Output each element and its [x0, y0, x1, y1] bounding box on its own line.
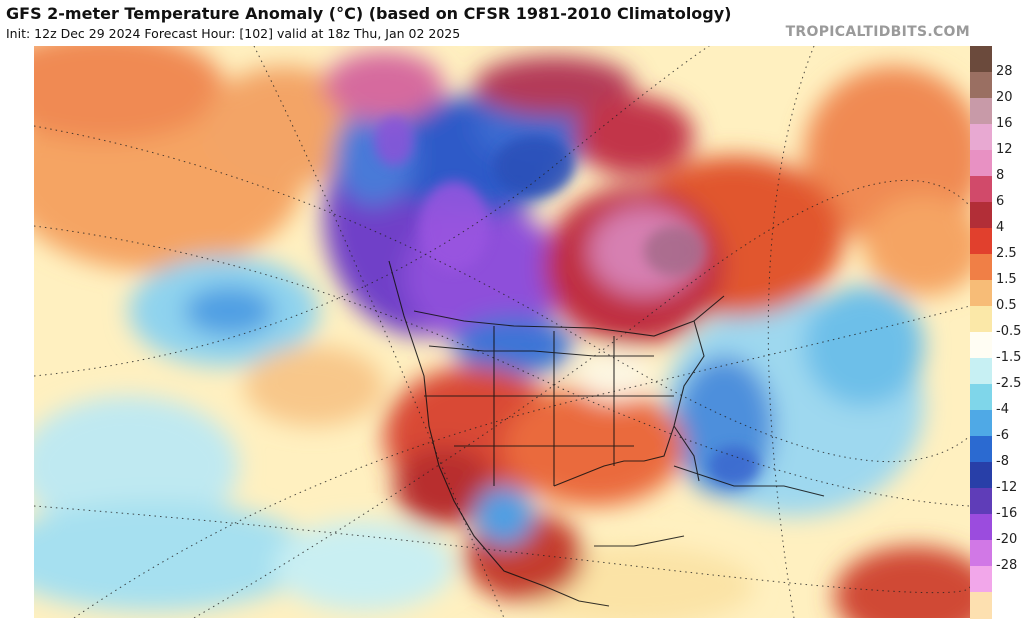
legend-label: 1.5 [996, 272, 1017, 287]
legend-label: 20 [996, 90, 1013, 105]
legend-swatch [970, 72, 992, 99]
legend-swatch [970, 228, 992, 255]
legend-swatch [970, 592, 992, 619]
legend-swatch [970, 566, 992, 593]
forecast-info: Init: 12z Dec 29 2024 Forecast Hour: [10… [6, 26, 461, 41]
legend-swatch [970, 436, 992, 463]
legend-swatch [970, 332, 992, 359]
legend-label: -0.5 [996, 324, 1022, 339]
legend-swatch [970, 384, 992, 411]
legend-swatch [970, 124, 992, 151]
legend-swatch [970, 46, 992, 73]
legend-swatch [970, 280, 992, 307]
legend-label: -12 [996, 480, 1018, 495]
legend-swatch [970, 410, 992, 437]
legend-label: 28 [996, 64, 1013, 79]
legend-label: 12 [996, 142, 1013, 157]
legend-label: 4 [996, 220, 1005, 235]
color-legend [970, 46, 992, 619]
legend-label: -1.5 [996, 350, 1022, 365]
legend-label: -28 [996, 558, 1018, 573]
legend-label: 0.5 [996, 298, 1017, 313]
legend-swatch [970, 176, 992, 203]
legend-label: -16 [996, 506, 1018, 521]
map-canvas [34, 46, 970, 618]
legend-label: -2.5 [996, 376, 1022, 391]
legend-label: 16 [996, 116, 1013, 131]
legend-label: 6 [996, 194, 1005, 209]
legend-label: 2.5 [996, 246, 1017, 261]
legend-swatch [970, 540, 992, 567]
legend-swatch [970, 98, 992, 125]
legend-label: -8 [996, 454, 1009, 469]
legend-label: -6 [996, 428, 1009, 443]
page-title: GFS 2-meter Temperature Anomaly (°C) (ba… [6, 4, 732, 23]
site-watermark: TROPICALTIDBITS.COM [785, 24, 970, 40]
legend-swatch [970, 202, 992, 229]
legend-swatch [970, 254, 992, 281]
anomaly-map [34, 46, 970, 618]
legend-label: -4 [996, 402, 1009, 417]
legend-swatch [970, 462, 992, 489]
legend-swatch [970, 488, 992, 515]
legend-label: 8 [996, 168, 1005, 183]
legend-label: -20 [996, 532, 1018, 547]
legend-swatch [970, 514, 992, 541]
legend-swatch [970, 150, 992, 177]
header: GFS 2-meter Temperature Anomaly (°C) (ba… [0, 0, 1024, 46]
legend-swatch [970, 306, 992, 333]
legend-swatch [970, 358, 992, 385]
